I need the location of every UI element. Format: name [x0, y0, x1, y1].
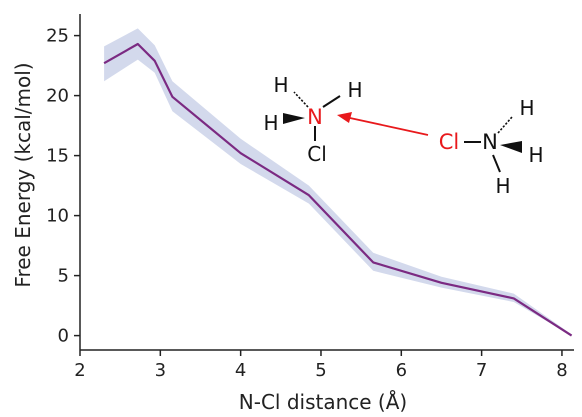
bond-n-h-top-right: [322, 95, 341, 108]
x-tick-label: 3: [155, 360, 166, 381]
series-line: [103, 42, 573, 337]
data-point: [103, 62, 105, 64]
y-tick-label: 5: [58, 266, 69, 287]
plot-area: [103, 28, 573, 337]
left-cl-atom: Cl: [307, 142, 327, 166]
right-n-atom: N: [482, 130, 498, 154]
data-point: [171, 96, 173, 98]
right-h-top: H: [519, 96, 534, 120]
left-molecule: H H H N Cl: [263, 73, 362, 166]
reaction-schematic: H H H N Cl Cl N H H H: [263, 73, 543, 198]
left-h-wedge: H: [263, 111, 278, 135]
x-tick-label: 2: [74, 360, 85, 381]
data-point: [154, 60, 156, 62]
data-point: [137, 43, 139, 45]
left-h-top-left: H: [273, 73, 288, 97]
x-tick-label: 7: [476, 360, 487, 381]
x-tick-label: 5: [315, 360, 326, 381]
right-molecule: Cl N H H H: [439, 96, 544, 198]
y-tick-label: 10: [46, 206, 69, 227]
data-point: [441, 282, 443, 284]
reaction-arrow: [337, 112, 429, 136]
data-point: [308, 194, 310, 196]
y-axis: 0 5 10 15 20 25: [46, 14, 81, 350]
data-point: [372, 261, 374, 263]
left-n-atom: N: [307, 105, 323, 129]
y-axis-label: Free Energy (kcal/mol): [11, 62, 35, 287]
left-h-top-right: H: [347, 78, 362, 102]
y-tick-label: 0: [58, 326, 69, 347]
data-point: [513, 297, 515, 299]
x-tick-label: 6: [396, 360, 407, 381]
x-tick-label: 8: [556, 360, 567, 381]
right-cl-atom: Cl: [439, 130, 460, 154]
data-point: [240, 152, 242, 154]
bond-n-h-top: [497, 116, 513, 134]
bond-n-h-top-left: [293, 91, 309, 108]
data-point: [571, 335, 573, 337]
x-tick-label: 4: [235, 360, 246, 381]
right-h-wedge: H: [528, 143, 543, 167]
bond-n-h-wedge: [283, 113, 305, 124]
bond-n-h-wedge-right: [500, 141, 522, 153]
bond-n-h-bottom: [492, 154, 501, 173]
right-h-bottom: H: [495, 174, 510, 198]
y-tick-label: 15: [46, 146, 69, 167]
y-tick-label: 20: [46, 86, 69, 107]
y-tick-label: 25: [46, 26, 69, 47]
x-axis-label: N-Cl distance (Å): [239, 390, 407, 414]
x-axis: 2 3 4 5 6 7 8: [74, 349, 574, 381]
